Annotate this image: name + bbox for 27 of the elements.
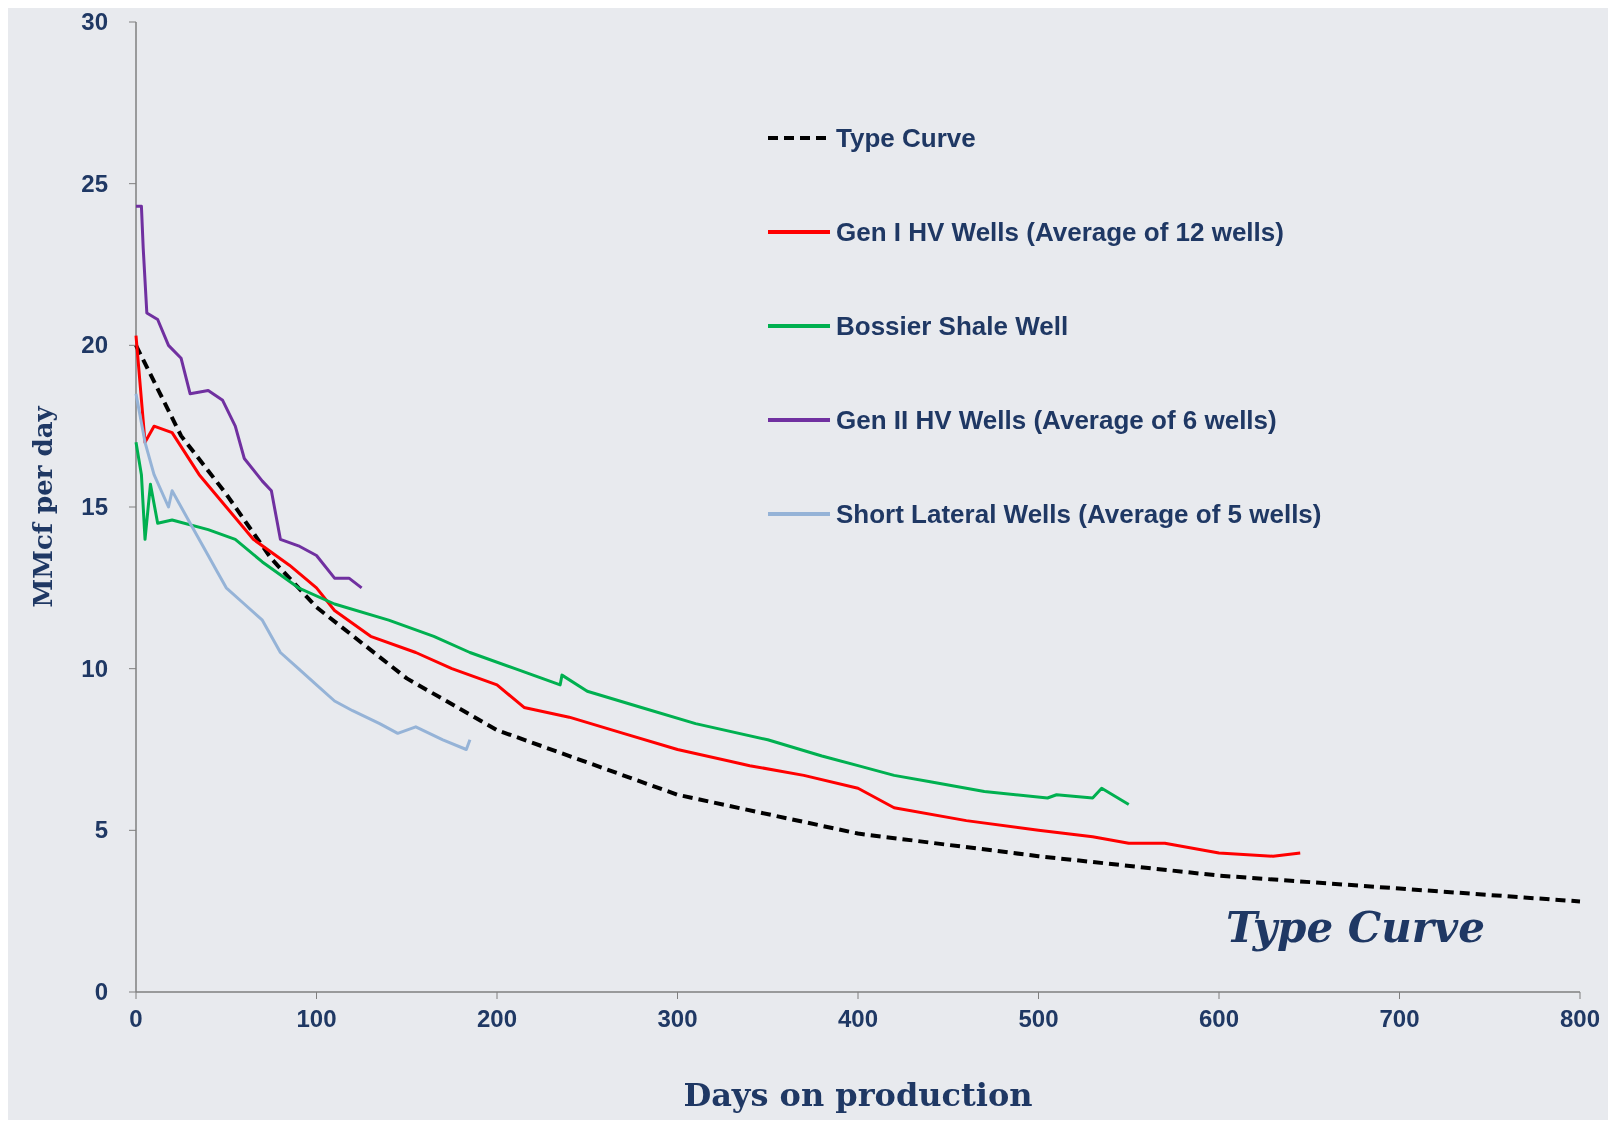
y-axis-title: MMcf per day — [28, 405, 58, 608]
line-series — [134, 392, 472, 751]
legend-label: Bossier Shale Well — [836, 311, 1069, 341]
y-tick-label: 15 — [81, 493, 108, 520]
legend-label: Gen II HV Wells (Average of 6 wells) — [836, 405, 1277, 435]
x-tick-label: 200 — [476, 1005, 518, 1032]
x-axis-title: Days on production — [683, 1076, 1033, 1114]
line-series — [134, 343, 1582, 904]
y-tick-label: 10 — [81, 654, 108, 682]
x-tick-label: 500 — [1018, 1005, 1059, 1032]
x-tick-label: 600 — [1198, 1005, 1240, 1032]
x-tick-label: 300 — [657, 1005, 698, 1032]
x-tick-label: 800 — [1559, 1005, 1601, 1032]
x-tick-label: 100 — [296, 1005, 337, 1032]
legend-label: Type Curve — [836, 123, 976, 153]
legend-label: Gen I HV Wells (Average of 12 wells) — [836, 217, 1284, 247]
y-tick-label: 20 — [81, 331, 108, 359]
x-tick-label: 0 — [129, 1005, 143, 1032]
x-tick-label: 700 — [1379, 1005, 1420, 1032]
x-tick-label: 400 — [837, 1005, 879, 1032]
y-tick-label: 25 — [81, 169, 108, 197]
legend-label: Short Lateral Wells (Average of 5 wells) — [836, 499, 1322, 529]
annotation: Type Curve — [1226, 903, 1485, 952]
y-tick-label: 0 — [94, 978, 108, 1005]
y-tick-label: 30 — [81, 8, 108, 35]
y-tick-label: 5 — [94, 816, 108, 844]
line-series — [134, 204, 364, 590]
